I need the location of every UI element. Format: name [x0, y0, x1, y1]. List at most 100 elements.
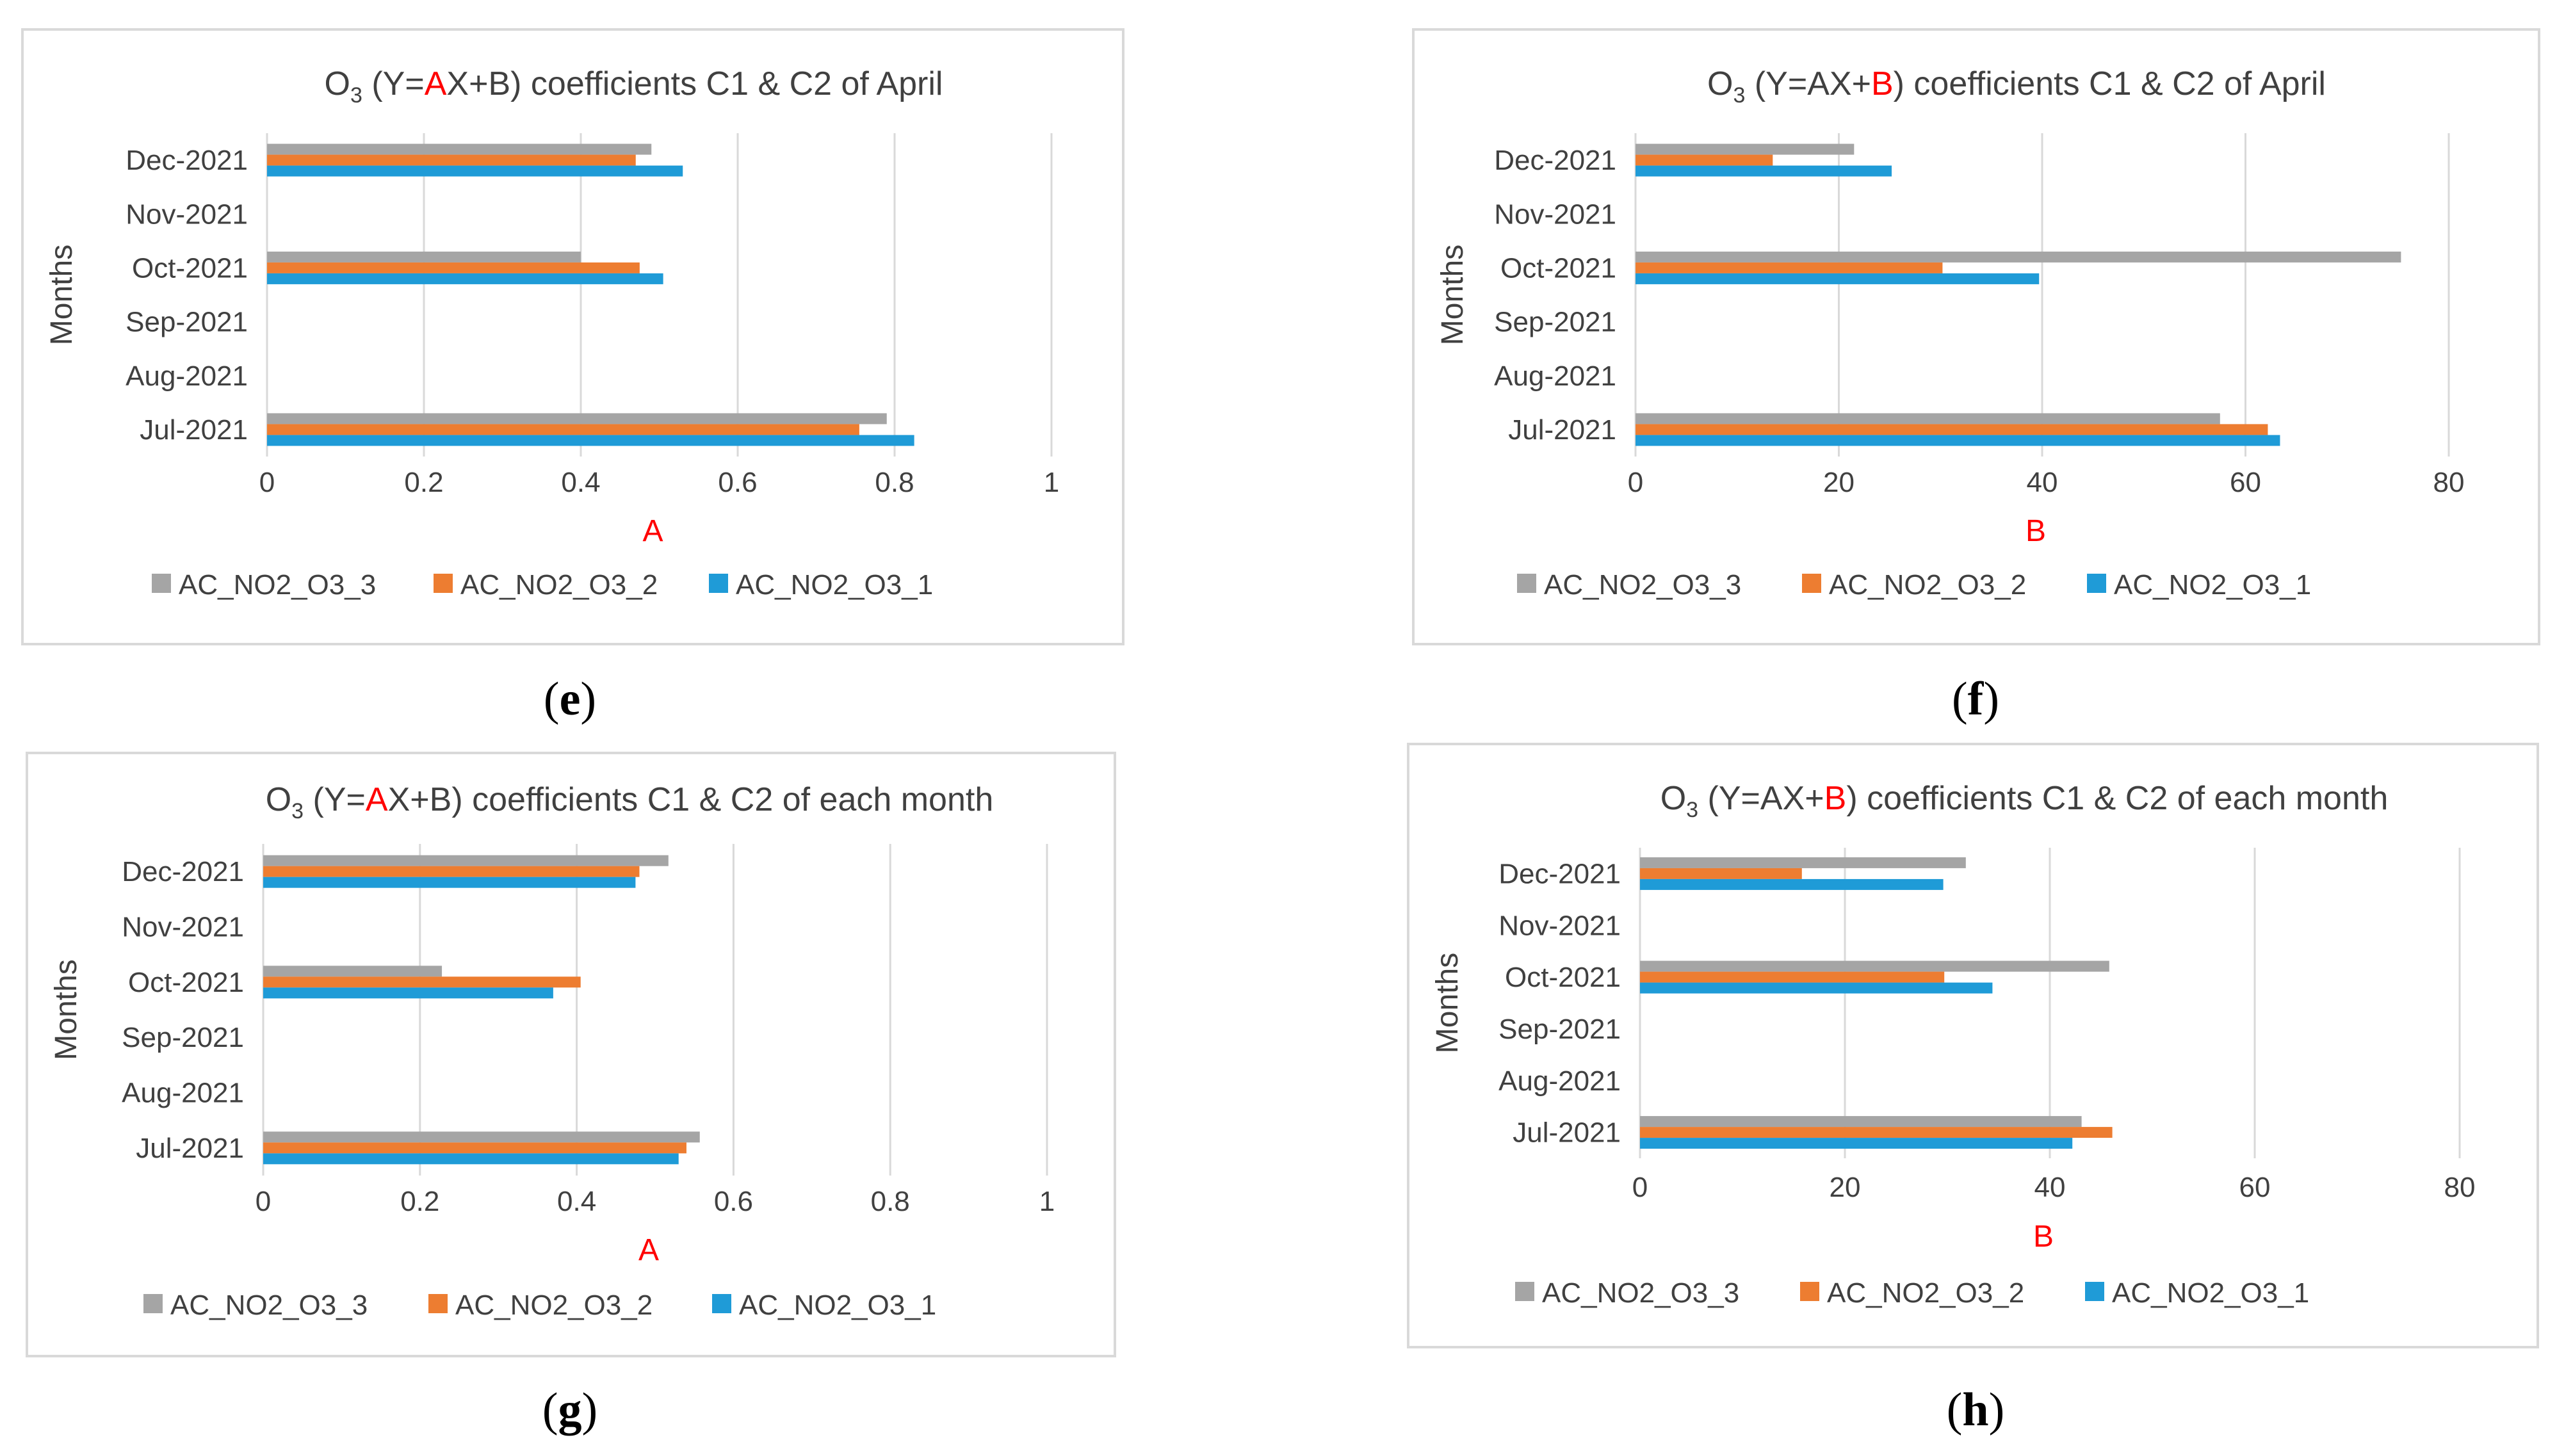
chart-h-bar-ac-no2-o3-1-dec-2021: [1640, 878, 1944, 890]
chart-h-x-tick: 60: [2239, 1172, 2271, 1203]
chart-g-category-label: Dec-2021: [122, 856, 244, 887]
chart-f-category-label: Oct-2021: [1500, 252, 1616, 284]
chart-e-x-axis-title: A: [642, 514, 663, 548]
chart-e-category-label: Sep-2021: [126, 307, 248, 338]
chart-f-category-label: Sep-2021: [1494, 307, 1616, 338]
caption-h-letter: h: [1962, 1384, 1989, 1436]
chart-f-category-label: Jul-2021: [1508, 414, 1616, 446]
chart-g-bar-ac-no2-o3-1-oct-2021: [263, 987, 553, 999]
chart-f-category-label: Dec-2021: [1494, 145, 1616, 176]
chart-panel-e: O3 (Y=AX+B) coefficients C1 & C2 of Apri…: [21, 28, 1124, 645]
chart-h-bar-ac-no2-o3-3-dec-2021: [1640, 857, 1966, 868]
chart-g-category-label: Oct-2021: [128, 967, 244, 998]
chart-e-category-label: Aug-2021: [126, 360, 248, 392]
chart-h-bar-ac-no2-o3-2-oct-2021: [1640, 971, 1945, 983]
chart-g-bar-ac-no2-o3-1-jul-2021: [263, 1153, 679, 1165]
chart-panel-f: O3 (Y=AX+B) coefficients C1 & C2 of Apri…: [1412, 28, 2540, 645]
chart-g-x-tick: 0.2: [400, 1186, 439, 1217]
chart-g-bar-ac-no2-o3-3-oct-2021: [263, 966, 442, 977]
chart-g-x-tick: 0.4: [557, 1186, 596, 1217]
chart-g-bar-ac-no2-o3-2-jul-2021: [263, 1142, 686, 1154]
chart-e-x-tick: 0.4: [561, 467, 600, 498]
chart-g-title: O3 (Y=AX+B) coefficients C1 & C2 of each…: [266, 781, 994, 823]
caption-g: (g): [506, 1383, 634, 1437]
chart-g-legend-label-ac-no2-o3-1: AC_NO2_O3_1: [739, 1290, 936, 1321]
chart-h-category-label: Nov-2021: [1498, 910, 1621, 941]
chart-h-category-label: Jul-2021: [1513, 1117, 1621, 1149]
chart-e-legend-swatch-ac-no2-o3-2: [434, 574, 453, 593]
chart-panel-g: O3 (Y=AX+B) coefficients C1 & C2 of each…: [26, 752, 1116, 1357]
chart-e-y-axis-title: Months: [45, 245, 79, 345]
chart-e-category-label: Jul-2021: [140, 414, 248, 446]
caption-e: (e): [506, 672, 634, 727]
chart-f-x-tick: 40: [2027, 467, 2058, 498]
chart-f-category-label: Aug-2021: [1494, 360, 1616, 392]
chart-h-bar-ac-no2-o3-2-dec-2021: [1640, 868, 1802, 879]
caption-e-letter: e: [559, 673, 581, 725]
chart-e-x-tick: 0.6: [718, 467, 757, 498]
chart-e-bar-ac-no2-o3-1-dec-2021: [267, 165, 683, 177]
chart-e-category-label: Nov-2021: [126, 198, 248, 230]
chart-f-legend-swatch-ac-no2-o3-1: [2087, 574, 2106, 593]
chart-g-svg: O3 (Y=AX+B) coefficients C1 & C2 of each…: [49, 781, 1055, 1321]
chart-e-bar-ac-no2-o3-3-jul-2021: [267, 413, 887, 425]
chart-panel-h: O3 (Y=AX+B) coefficients C1 & C2 of each…: [1407, 743, 2539, 1348]
chart-f-bar-ac-no2-o3-1-oct-2021: [1636, 273, 2040, 284]
chart-g-bar-ac-no2-o3-2-dec-2021: [263, 866, 640, 877]
chart-f-legend-label-ac-no2-o3-2: AC_NO2_O3_2: [1829, 569, 2026, 601]
chart-f-x-axis-title: B: [2025, 514, 2046, 548]
caption-h: (h): [1912, 1383, 2040, 1437]
chart-h-legend-swatch-ac-no2-o3-2: [1800, 1282, 1819, 1301]
chart-f-svg: O3 (Y=AX+B) coefficients C1 & C2 of Apri…: [1436, 65, 2465, 601]
chart-f-bar-ac-no2-o3-2-dec-2021: [1636, 154, 1773, 166]
chart-g-category-label: Jul-2021: [136, 1133, 244, 1164]
chart-e-x-tick: 1: [1044, 467, 1059, 498]
chart-h-legend-label-ac-no2-o3-2: AC_NO2_O3_2: [1827, 1277, 2024, 1309]
chart-h-bar-ac-no2-o3-3-jul-2021: [1640, 1116, 2082, 1128]
chart-h-x-tick: 80: [2444, 1172, 2476, 1203]
chart-h-y-axis-title: Months: [1431, 953, 1465, 1053]
chart-g-legend-label-ac-no2-o3-2: AC_NO2_O3_2: [455, 1290, 653, 1321]
chart-g-legend-label-ac-no2-o3-3: AC_NO2_O3_3: [170, 1290, 368, 1321]
chart-f-bar-ac-no2-o3-2-oct-2021: [1636, 262, 1943, 273]
chart-g-x-tick: 0.6: [714, 1186, 753, 1217]
chart-e-bar-ac-no2-o3-1-oct-2021: [267, 273, 663, 284]
chart-f-x-tick: 80: [2433, 467, 2465, 498]
caption-f-close: ): [1983, 673, 1999, 725]
chart-e-bar-ac-no2-o3-2-dec-2021: [267, 154, 636, 166]
chart-e-x-tick: 0.2: [404, 467, 443, 498]
chart-e-legend-label-ac-no2-o3-1: AC_NO2_O3_1: [736, 569, 933, 601]
chart-e-bar-ac-no2-o3-3-oct-2021: [267, 251, 581, 263]
chart-e-legend-swatch-ac-no2-o3-1: [709, 574, 728, 593]
chart-e-legend-label-ac-no2-o3-2: AC_NO2_O3_2: [460, 569, 658, 601]
chart-f-legend-swatch-ac-no2-o3-3: [1517, 574, 1536, 593]
caption-h-close: ): [1988, 1384, 2005, 1436]
chart-g-legend-swatch-ac-no2-o3-1: [712, 1294, 731, 1313]
chart-h-bar-ac-no2-o3-1-jul-2021: [1640, 1138, 2073, 1149]
caption-e-close: ): [580, 673, 597, 725]
chart-g-x-tick: 0.8: [871, 1186, 910, 1217]
caption-e-open: (: [543, 673, 560, 725]
chart-g-x-tick: 0: [256, 1186, 271, 1217]
chart-h-legend-label-ac-no2-o3-1: AC_NO2_O3_1: [2112, 1277, 2309, 1309]
chart-g-x-axis-title: A: [638, 1233, 659, 1267]
chart-f-legend-swatch-ac-no2-o3-2: [1802, 574, 1821, 593]
chart-e-x-tick: 0.8: [875, 467, 914, 498]
chart-e-bar-ac-no2-o3-1-jul-2021: [267, 435, 914, 446]
caption-f: (f): [1912, 672, 2040, 727]
chart-h-category-label: Oct-2021: [1505, 962, 1621, 993]
chart-e-bar-ac-no2-o3-2-jul-2021: [267, 424, 859, 435]
chart-f-x-tick: 20: [1823, 467, 1855, 498]
chart-f-bar-ac-no2-o3-2-jul-2021: [1636, 424, 2268, 435]
chart-f-category-label: Nov-2021: [1494, 198, 1616, 230]
chart-e-legend-swatch-ac-no2-o3-3: [152, 574, 171, 593]
chart-e-bar-ac-no2-o3-2-oct-2021: [267, 262, 640, 273]
chart-g-category-label: Sep-2021: [122, 1022, 244, 1053]
chart-h-bar-ac-no2-o3-3-oct-2021: [1640, 960, 2109, 972]
chart-f-bar-ac-no2-o3-1-dec-2021: [1636, 165, 1892, 177]
chart-g-legend-swatch-ac-no2-o3-2: [428, 1294, 448, 1313]
chart-h-x-axis-title: B: [2033, 1220, 2054, 1254]
chart-f-legend-label-ac-no2-o3-3: AC_NO2_O3_3: [1544, 569, 1741, 601]
chart-g-bar-ac-no2-o3-3-dec-2021: [263, 855, 669, 866]
chart-f-bar-ac-no2-o3-1-jul-2021: [1636, 435, 2280, 446]
